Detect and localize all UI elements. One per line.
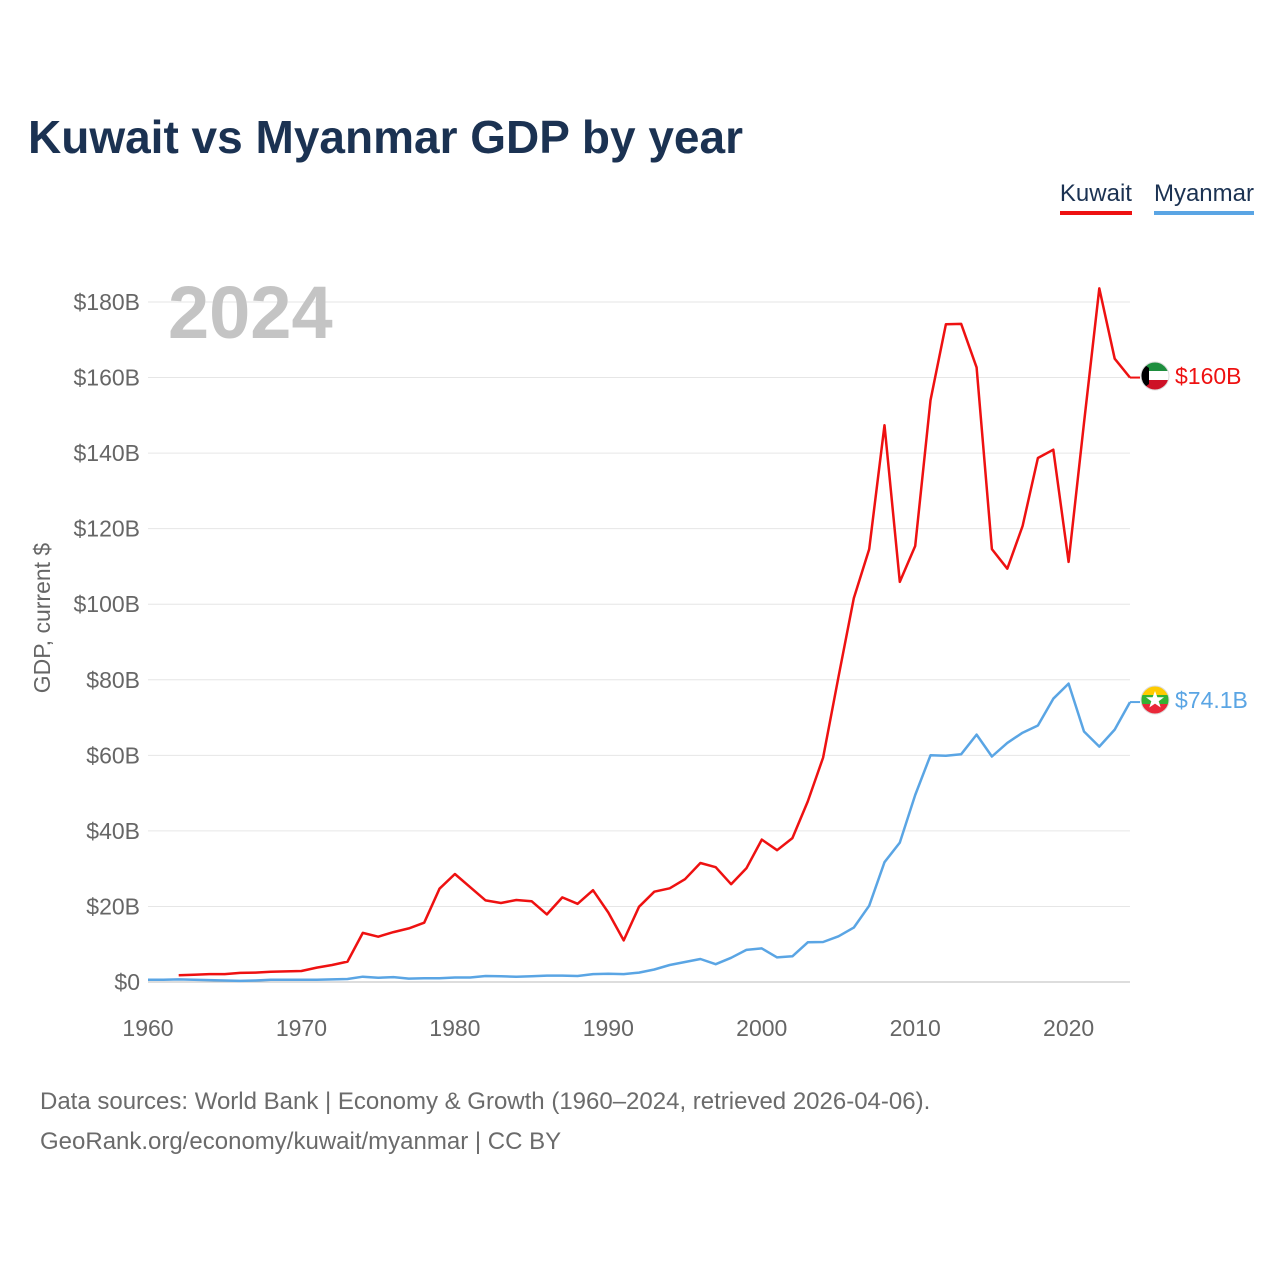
chart-title: Kuwait vs Myanmar GDP by year — [28, 111, 743, 163]
legend-item-kuwait[interactable]: Kuwait — [1059, 180, 1132, 215]
y-tick-label: $80B — [86, 667, 140, 693]
x-tick-label: 1990 — [583, 1015, 634, 1041]
x-tick-label: 1970 — [276, 1015, 327, 1041]
myanmar-end-label: $74.1B — [1175, 687, 1248, 713]
y-tick-label: $40B — [86, 818, 140, 844]
x-tick-label: 2000 — [736, 1015, 787, 1041]
y-tick-label: $60B — [86, 742, 140, 768]
y-tick-label: $120B — [73, 516, 140, 542]
data-source-note: Data sources: World Bank | Economy & Gro… — [40, 1082, 930, 1162]
myanmar-flag-icon — [1140, 685, 1170, 715]
y-tick-label: $180B — [73, 289, 140, 315]
x-tick-label: 2010 — [890, 1015, 941, 1041]
x-tick-label: 1980 — [429, 1015, 480, 1041]
legend-item-myanmar[interactable]: Myanmar — [1153, 180, 1254, 215]
gdp-line-chart: 2024 GDP, current $ $0 $20B $40B $60B $80B $1… — [29, 271, 1248, 1041]
series-line-kuwait[interactable] — [178, 287, 1131, 977]
y-tick-label: $100B — [73, 591, 140, 617]
y-axis-title: GDP, current $ — [29, 543, 55, 694]
x-tick-label: 2020 — [1043, 1015, 1094, 1041]
kuwait-flag-icon — [1140, 361, 1170, 391]
year-watermark: 2024 — [168, 271, 333, 354]
y-tick-label: $160B — [73, 365, 140, 391]
source-line-2[interactable]: GeoRank.org/economy/kuwait/myanmar | CC … — [40, 1128, 562, 1155]
kuwait-end-label: $160B — [1175, 363, 1242, 389]
y-tick-label: $0 — [114, 969, 140, 995]
x-tick-label: 1960 — [122, 1015, 173, 1041]
y-tick-label: $140B — [73, 440, 140, 466]
y-tick-label: $20B — [86, 893, 140, 919]
chart-legend: Kuwait Myanmar — [1059, 180, 1254, 215]
source-line-1: Data sources: World Bank | Economy & Gro… — [40, 1088, 931, 1115]
series-line-myanmar[interactable] — [148, 682, 1132, 983]
